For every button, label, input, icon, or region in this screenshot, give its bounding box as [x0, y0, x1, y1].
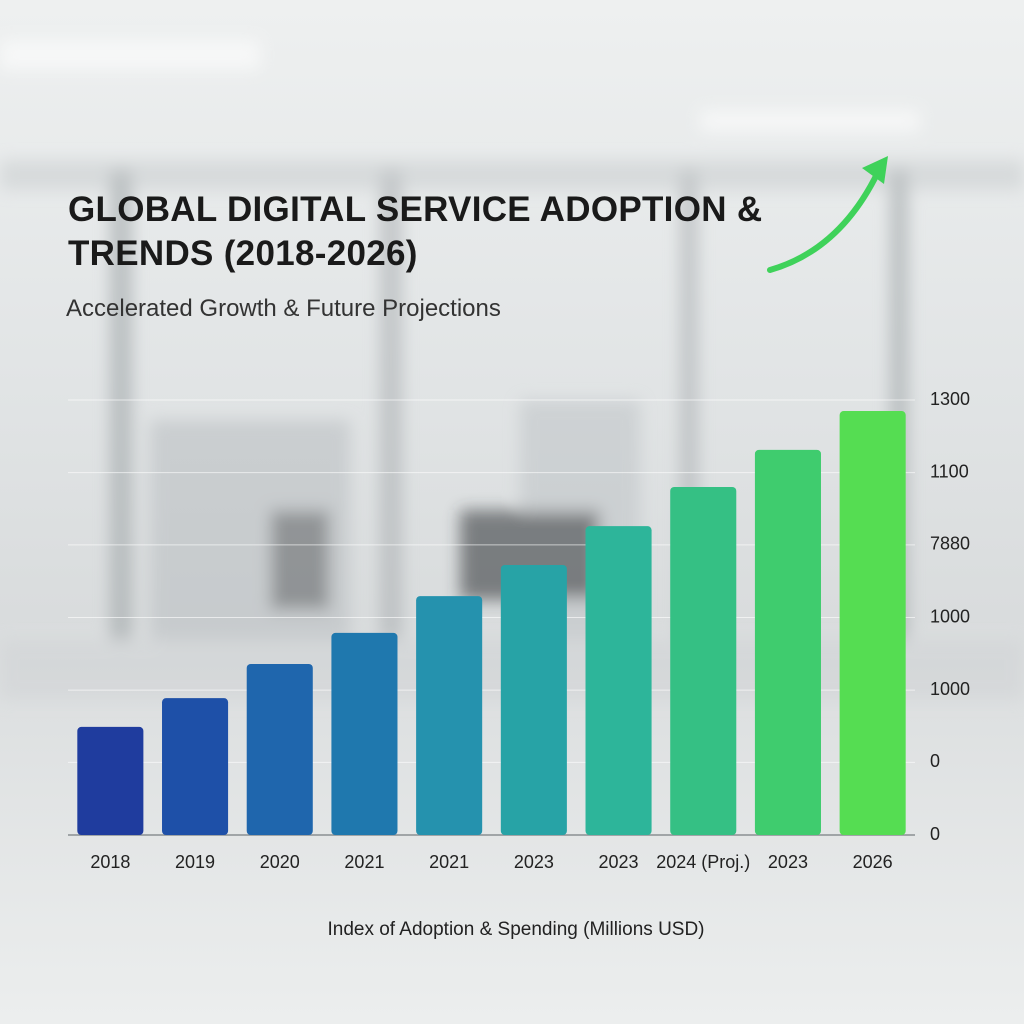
- x-tick-label: 2023: [514, 852, 554, 872]
- x-tick-label: 2023: [768, 852, 808, 872]
- bar: [585, 526, 652, 835]
- x-tick-label: 2024 (Proj.): [656, 852, 750, 872]
- bar: [839, 411, 906, 835]
- y-tick-label: 1300: [930, 389, 970, 409]
- x-tick-label: 2019: [175, 852, 215, 872]
- chart-title: GLOBAL DIGITAL SERVICE ADOPTION & TRENDS…: [68, 190, 763, 273]
- y-tick-label: 1000: [930, 679, 970, 699]
- bar: [754, 449, 821, 835]
- x-axis-label: Index of Adoption & Spending (Millions U…: [327, 919, 704, 940]
- bar: [246, 664, 313, 835]
- x-tick-label: 2023: [599, 852, 639, 872]
- x-tick-label: 2021: [344, 852, 384, 872]
- bar: [500, 564, 567, 835]
- y-tick-label: 0: [930, 751, 940, 771]
- x-tick-label: 2018: [90, 852, 130, 872]
- bar: [331, 632, 398, 835]
- bar: [670, 487, 737, 835]
- y-tick-label: 1100: [930, 461, 969, 481]
- y-tick-label: 7880: [930, 534, 970, 554]
- x-tick-label: 2026: [853, 852, 893, 872]
- trend-arrow: [767, 156, 888, 273]
- x-tick-label: 2021: [429, 852, 469, 872]
- chart-subtitle: Accelerated Growth & Future Projections: [66, 295, 501, 322]
- bar: [416, 596, 483, 835]
- bar: [77, 726, 144, 835]
- y-tick-label: 0: [930, 824, 940, 844]
- bar: [162, 698, 229, 835]
- x-tick-label: 2020: [260, 852, 300, 872]
- y-tick-label: 1000: [930, 606, 970, 626]
